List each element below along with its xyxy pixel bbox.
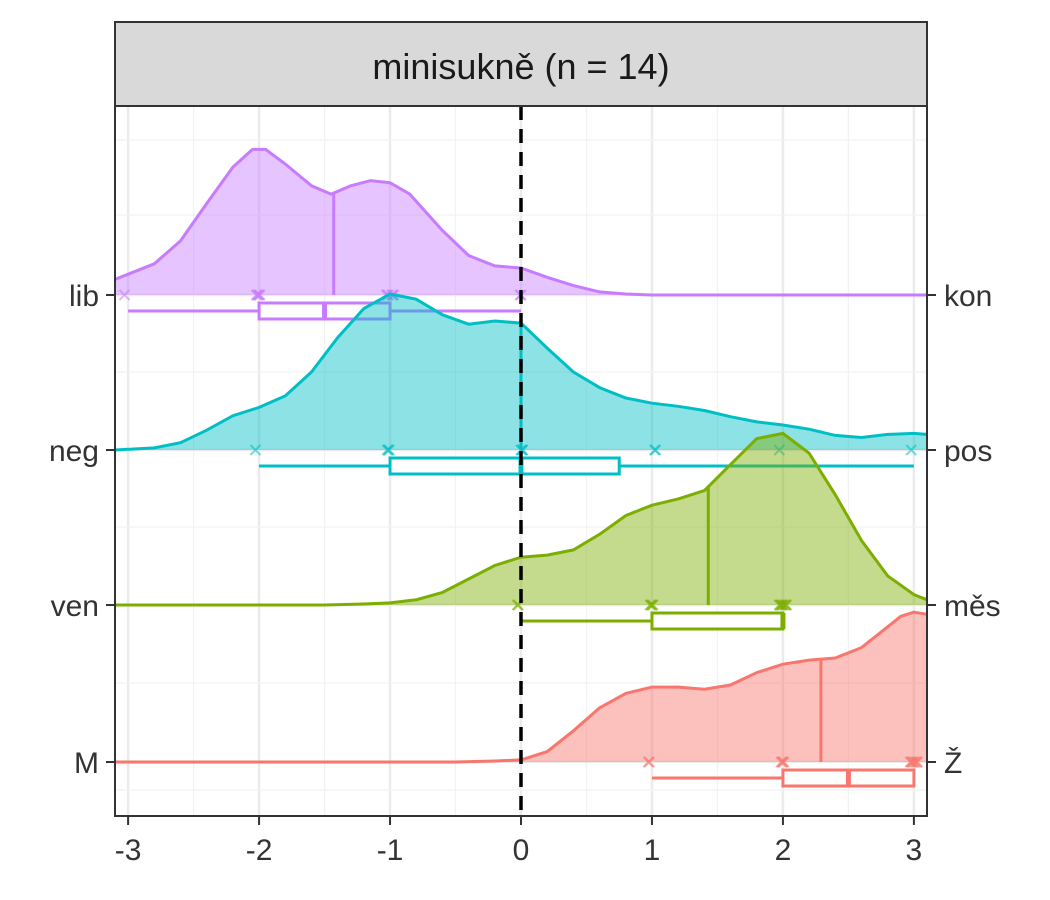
density-area xyxy=(115,149,927,295)
facet-strip-bg xyxy=(114,21,928,107)
density-area xyxy=(115,612,927,762)
data-point xyxy=(778,756,790,768)
data-point xyxy=(773,444,786,456)
data-point xyxy=(383,444,395,456)
y-label-right: kon xyxy=(944,280,992,313)
density-curve xyxy=(115,431,928,607)
facet-strip: minisukně (n = 14) xyxy=(114,21,928,107)
data-point xyxy=(905,444,917,456)
row-M xyxy=(115,610,928,788)
data-point xyxy=(118,289,131,301)
data-point xyxy=(649,444,662,456)
x-tick-label: 0 xyxy=(513,834,530,867)
data-point xyxy=(777,599,789,611)
box-iqr xyxy=(388,456,621,476)
x-tick-label: 3 xyxy=(906,834,923,867)
data-point xyxy=(647,599,659,611)
density-area xyxy=(115,433,927,605)
row-ven xyxy=(115,431,928,631)
y-label-right: měs xyxy=(944,590,1001,623)
density-curve xyxy=(114,147,927,297)
density-curve xyxy=(114,292,928,452)
y-label-left: M xyxy=(74,747,99,780)
data-point xyxy=(254,289,266,301)
data-point xyxy=(249,444,262,456)
x-tick-label: 1 xyxy=(644,834,661,867)
y-label-left: lib xyxy=(69,280,99,313)
y-label-right: pos xyxy=(944,435,992,468)
y-label-left: ven xyxy=(51,590,99,623)
x-tick-label: -1 xyxy=(377,834,404,867)
box-iqr xyxy=(650,611,785,631)
data-point xyxy=(643,756,655,768)
density-curve xyxy=(115,610,928,764)
row-lib xyxy=(114,147,927,321)
x-tick-label: -3 xyxy=(115,834,142,867)
data-point xyxy=(908,756,920,768)
y-label-right: Ž xyxy=(944,747,962,780)
facet-title: minisukně (n = 14) xyxy=(372,46,669,87)
x-tick-label: 2 xyxy=(775,834,792,867)
x-tick-label: -2 xyxy=(246,834,273,867)
axes: -3 -2 -1 0 1 2 3 lib kon neg pos ven měs M Ž xyxy=(49,280,1001,867)
y-label-left: neg xyxy=(49,435,99,468)
